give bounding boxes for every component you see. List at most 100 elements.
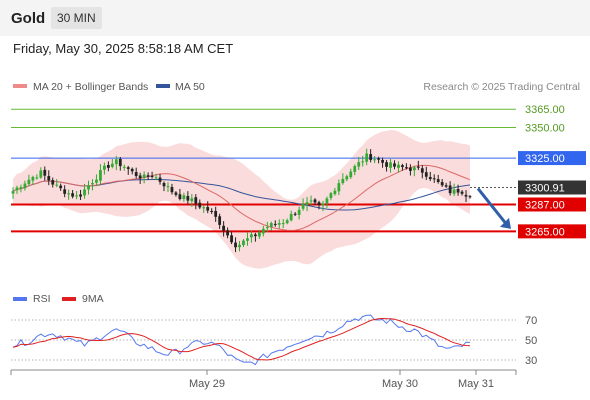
candle-body xyxy=(166,186,170,188)
rsi-panel: 70 50 30 xyxy=(11,314,537,367)
level-label-3287.00: 3287.00 xyxy=(525,199,565,211)
candle-body xyxy=(154,177,158,179)
candle-body xyxy=(146,175,150,177)
instrument-title: Gold xyxy=(11,10,46,27)
candle-body xyxy=(448,185,452,194)
candle-body xyxy=(23,183,27,189)
rsi-line xyxy=(12,314,471,366)
candle-body xyxy=(87,185,90,190)
candle-body xyxy=(95,179,98,183)
candle-body xyxy=(317,202,321,206)
candle-body xyxy=(321,203,325,206)
level-label-box-3300.91 xyxy=(518,180,586,195)
candle-body xyxy=(91,183,94,185)
candle-body xyxy=(246,238,249,241)
candle-body xyxy=(43,169,47,176)
candle-body xyxy=(31,176,35,181)
candle-body xyxy=(281,223,285,225)
candle-body xyxy=(309,200,313,202)
x-tick-label-0: May 29 xyxy=(189,378,225,390)
time-axis: May 29 May 30 May 31 xyxy=(10,369,517,390)
candle-body xyxy=(261,228,265,234)
candle-body xyxy=(170,187,174,193)
candle-body xyxy=(420,168,424,173)
candle-body xyxy=(11,191,15,194)
candle-body xyxy=(456,188,460,193)
candle-body xyxy=(357,162,361,167)
candle-body xyxy=(83,189,86,196)
candle-body xyxy=(158,177,162,182)
candle-body xyxy=(285,220,289,224)
candle-body xyxy=(365,153,369,162)
candle-body xyxy=(186,195,190,201)
candle-body xyxy=(468,196,472,198)
candle-body xyxy=(178,194,182,200)
candle-body xyxy=(460,191,464,194)
timeframe-badge[interactable]: 30 MIN xyxy=(51,7,102,29)
candle-body xyxy=(238,244,241,248)
candle-body xyxy=(71,193,75,197)
candle-body xyxy=(257,232,261,237)
candle-body xyxy=(254,234,257,237)
candle-body xyxy=(218,216,222,225)
candle-body xyxy=(385,162,388,167)
legend-rsi-ma-label: 9MA xyxy=(82,293,104,305)
candle-body xyxy=(182,195,186,199)
candle-body xyxy=(242,240,245,246)
candle-body xyxy=(329,193,333,198)
candle-body xyxy=(273,223,277,225)
candle-body xyxy=(349,171,353,178)
candle-body xyxy=(452,189,456,194)
candle-body xyxy=(194,197,198,204)
candle-body xyxy=(27,179,31,185)
candle-body xyxy=(345,176,349,180)
candlesticks xyxy=(11,148,472,253)
candle-body xyxy=(408,167,412,171)
candle-body xyxy=(190,198,194,202)
candle-body xyxy=(436,179,440,182)
candle-body xyxy=(130,168,134,172)
candle-body xyxy=(389,162,392,168)
candle-body xyxy=(51,180,55,185)
legend-ma20-swatch xyxy=(13,84,27,88)
candle-body xyxy=(333,190,337,195)
candle-body xyxy=(122,166,126,168)
candle-body xyxy=(15,187,19,191)
candle-body xyxy=(114,159,118,165)
candle-body xyxy=(250,234,253,238)
candle-body xyxy=(234,242,237,248)
level-label-box-3325.00 xyxy=(518,151,586,166)
candle-body xyxy=(202,207,206,209)
candle-body xyxy=(269,223,273,227)
candle-body xyxy=(106,165,110,168)
candle-body xyxy=(277,223,281,225)
candle-body xyxy=(55,184,59,186)
legend-rsi-swatch xyxy=(13,297,27,301)
candle-body xyxy=(142,174,146,179)
level-label-box-3287.00 xyxy=(518,197,586,212)
candle-body xyxy=(305,202,309,206)
candle-body xyxy=(444,185,448,187)
candle-body xyxy=(289,214,293,221)
candle-body xyxy=(222,225,226,231)
candle-body xyxy=(424,172,428,177)
rsi-tick-50: 50 xyxy=(525,335,537,347)
candle-body xyxy=(361,161,365,163)
candle-body xyxy=(325,198,329,204)
candle-body xyxy=(301,203,305,209)
candle-body xyxy=(337,183,341,192)
forecast-arrow xyxy=(476,187,511,229)
rsi-ma-line xyxy=(12,317,471,361)
candle-body xyxy=(440,182,444,186)
candle-body xyxy=(134,172,138,177)
price-levels: 3365.00 3350.00 3325.00 3300.91 3287.00 3265.… xyxy=(11,104,586,239)
candle-body xyxy=(353,166,357,172)
candle-body xyxy=(39,170,43,178)
candle-body xyxy=(79,194,82,197)
forecast-arrow-shaft xyxy=(476,187,509,226)
candle-body xyxy=(464,194,468,197)
candle-body xyxy=(369,154,373,160)
candle-body xyxy=(226,230,229,236)
candle-body xyxy=(377,158,380,160)
candle-body xyxy=(313,199,317,203)
